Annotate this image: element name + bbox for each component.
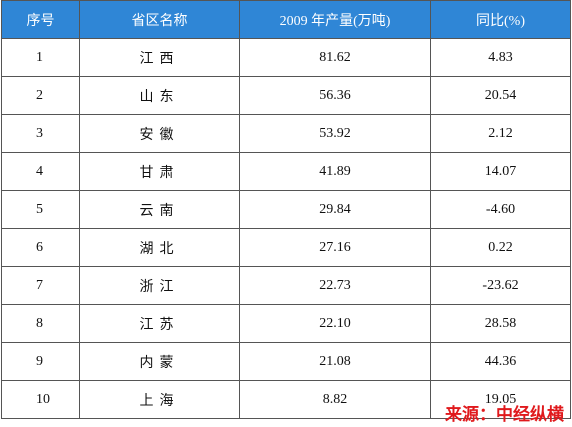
table-row: 1 江西 81.62 4.83	[1, 38, 571, 77]
table-cell: 21.08	[239, 342, 431, 381]
table-cell: 41.89	[239, 152, 431, 191]
table-row: 8 江苏 22.10 28.58	[1, 304, 571, 343]
table-cell: 云南	[79, 190, 240, 229]
table-cell: 5	[1, 190, 80, 229]
table-cell: 甘肃	[79, 152, 240, 191]
data-table: 序号 省区名称 2009 年产量(万吨) 同比(%) 1 江西 81.62 4.83 2 山东 5…	[1, 0, 571, 419]
table-cell: 56.36	[239, 76, 431, 115]
table-cell: 8	[1, 304, 80, 343]
table-cell: 湖北	[79, 228, 240, 267]
header-cell: 序号	[1, 0, 80, 39]
table-cell: 山东	[79, 76, 240, 115]
table-cell: 81.62	[239, 38, 431, 77]
table-row: 9 内蒙 21.08 44.36	[1, 342, 571, 381]
table-cell: 10	[1, 380, 80, 419]
header-cell: 省区名称	[79, 0, 240, 39]
table-cell: 浙江	[79, 266, 240, 305]
table-cell: 29.84	[239, 190, 431, 229]
table-cell: 19.05	[430, 380, 571, 419]
table-cell: 1	[1, 38, 80, 77]
source-note: 来源：中经纵横	[445, 405, 564, 425]
table-cell: 9	[1, 342, 80, 381]
table-cell: 53.92	[239, 114, 431, 153]
table-cell: 安徽	[79, 114, 240, 153]
table-cell: 江西	[79, 38, 240, 77]
header-cell: 2009 年产量(万吨)	[239, 0, 431, 39]
table-cell: 14.07	[430, 152, 571, 191]
table-cell: 22.10	[239, 304, 431, 343]
table-body: 1 江西 81.62 4.83 2 山东 56.36 20.54 3 安徽 53.92 2.12 4 甘肃…	[1, 38, 571, 419]
table-cell: 28.58	[430, 304, 571, 343]
header-row: 序号 省区名称 2009 年产量(万吨) 同比(%)	[1, 0, 571, 39]
table-cell: 0.22	[430, 228, 571, 267]
table-cell: -4.60	[430, 190, 571, 229]
table-cell: 4	[1, 152, 80, 191]
table-cell: 3	[1, 114, 80, 153]
table-cell: 22.73	[239, 266, 431, 305]
table-cell: 上海	[79, 380, 240, 419]
table-row: 7 浙江 22.73 -23.62	[1, 266, 571, 305]
table-row: 5 云南 29.84 -4.60	[1, 190, 571, 229]
table-cell: 内蒙	[79, 342, 240, 381]
table-row: 6 湖北 27.16 0.22	[1, 228, 571, 267]
table-row: 2 山东 56.36 20.54	[1, 76, 571, 115]
table-cell: 44.36	[430, 342, 571, 381]
table-row: 3 安徽 53.92 2.12	[1, 114, 571, 153]
table-row: 10 上海 8.82 19.05	[1, 380, 571, 419]
table-cell: 6	[1, 228, 80, 267]
table-cell: 7	[1, 266, 80, 305]
table-cell: 8.82	[239, 380, 431, 419]
table-cell: 2	[1, 76, 80, 115]
table-row: 4 甘肃 41.89 14.07	[1, 152, 571, 191]
table-cell: 27.16	[239, 228, 431, 267]
header-cell: 同比(%)	[430, 0, 571, 39]
table-cell: 20.54	[430, 76, 571, 115]
table-cell: 江苏	[79, 304, 240, 343]
table-cell: 2.12	[430, 114, 571, 153]
table-cell: 4.83	[430, 38, 571, 77]
table-cell: -23.62	[430, 266, 571, 305]
